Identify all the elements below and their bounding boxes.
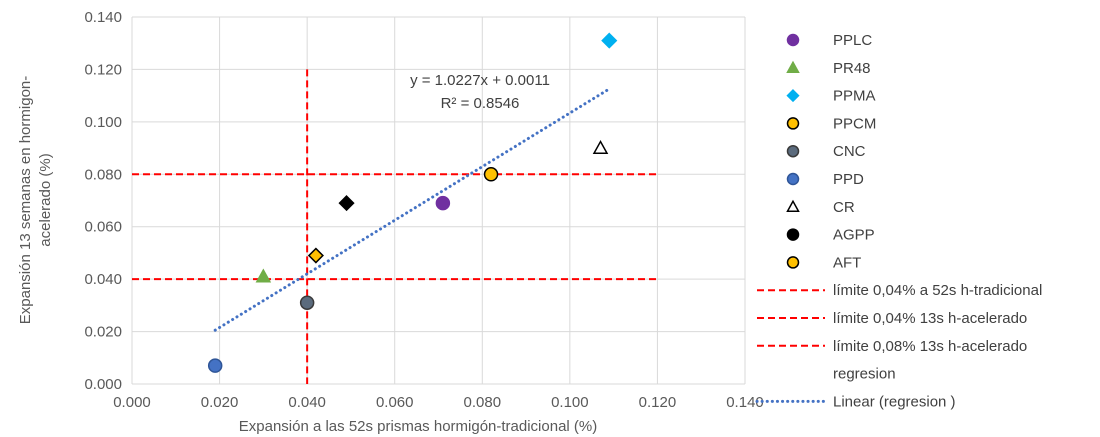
legend-label: límite 0,04% a 52s h-tradicional — [833, 282, 1042, 299]
y-tick-label: 0.040 — [84, 271, 122, 288]
legend-swatch-marker — [786, 33, 800, 47]
legend-label: regresion — [833, 366, 896, 383]
x-tick-label: 0.140 — [726, 394, 764, 411]
y-tick-label: 0.020 — [84, 324, 122, 341]
y-tick-labels: 0.000 0.020 0.040 0.060 0.080 0.100 0.120 0.140 — [84, 9, 122, 393]
legend-label: límite 0,08% 13s h-acelerado — [833, 338, 1027, 355]
reference-lines — [132, 69, 658, 384]
x-tick-labels: 0.000 0.020 0.040 0.060 0.080 0.100 0.120 0.140 — [113, 394, 764, 411]
y-tick-label: 0.120 — [84, 61, 122, 78]
legend-label: AFT — [833, 254, 861, 271]
x-tick-label: 0.040 — [288, 394, 326, 411]
legend-item: AGPP — [786, 227, 875, 244]
legend-label: Linear (regresion ) — [833, 393, 956, 410]
legend-item: Linear (regresion ) — [755, 393, 956, 410]
legend-label: PPMA — [833, 88, 876, 105]
legend-swatch-marker — [786, 199, 800, 212]
data-point-pr48 — [255, 268, 272, 283]
legend-label: CR — [833, 199, 855, 216]
legend-swatch-marker — [786, 172, 800, 186]
data-point-ppma — [601, 32, 618, 49]
data-point-cr — [592, 140, 609, 155]
x-tick-label: 0.120 — [639, 394, 677, 411]
x-tick-label: 0.100 — [551, 394, 589, 411]
y-axis-title-line-1: Expansión 13 semanas en hormigon- — [17, 76, 34, 324]
data-point-pplc — [435, 195, 451, 211]
legend-item: PPCM — [786, 115, 876, 132]
legend-swatch-marker — [786, 144, 800, 158]
x-tick-label: 0.020 — [201, 394, 239, 411]
legend-item: PPD — [786, 171, 864, 188]
legend-label: límite 0,04% 13s h-acelerado — [833, 310, 1027, 327]
legend-swatch-marker — [786, 117, 800, 130]
trendline-equation: y = 1.0227x + 0.0011 — [410, 72, 550, 89]
data-point-agpp — [338, 195, 355, 212]
legend-item: regresion — [833, 366, 896, 383]
legend-item: PPMA — [786, 88, 876, 105]
y-tick-label: 0.140 — [84, 9, 122, 26]
legend-label: PPLC — [833, 32, 872, 49]
y-tick-label: 0.060 — [84, 219, 122, 236]
y-axis-title-line-2: acelerado (%) — [37, 153, 54, 246]
y-axis-title: Expansión 13 semanas en hormigon-acelera… — [17, 76, 54, 324]
legend-swatch-marker — [786, 89, 800, 103]
legend-swatch-marker — [786, 256, 800, 269]
legend-item: PPLC — [786, 32, 872, 49]
y-tick-label: 0.080 — [84, 166, 122, 183]
legend-label: PPCM — [833, 115, 876, 132]
legend-item: límite 0,08% 13s h-acelerado — [757, 338, 1027, 355]
legend-item: límite 0,04% a 52s h-tradicional — [757, 282, 1042, 299]
data-point-ppd — [207, 358, 223, 373]
legend-item: PR48 — [786, 60, 871, 77]
data-point-aft — [307, 247, 324, 264]
trendline — [213, 87, 611, 332]
legend-item: AFT — [786, 254, 861, 271]
trendline-r2: R² = 0.8546 — [441, 95, 520, 112]
x-tick-label: 0.000 — [113, 394, 151, 411]
legend-item: CR — [786, 199, 855, 216]
legend-item: límite 0,04% 13s h-acelerado — [757, 310, 1027, 327]
y-tick-label: 0.100 — [84, 114, 122, 131]
legend-item: CNC — [786, 143, 866, 160]
legend-label: AGPP — [833, 227, 875, 244]
data-point-ppcm — [483, 167, 499, 182]
legend-label: PR48 — [833, 60, 871, 77]
legend-label: CNC — [833, 143, 866, 160]
x-tick-label: 0.080 — [464, 394, 502, 411]
legend: PPLC PR48 PPMA PPCM CNC PPD CR AGPP AFT límite 0,… — [755, 32, 1042, 410]
legend-swatch-marker — [786, 60, 800, 73]
trendline-line — [213, 87, 611, 332]
legend-swatch-marker — [786, 228, 800, 241]
legend-label: PPD — [833, 171, 864, 188]
y-tick-label: 0.000 — [84, 376, 122, 393]
data-points — [207, 32, 618, 373]
x-tick-label: 0.060 — [376, 394, 414, 411]
data-point-cnc — [299, 295, 315, 310]
x-axis-title: Expansión a las 52s prismas hormigón-tra… — [239, 418, 598, 435]
